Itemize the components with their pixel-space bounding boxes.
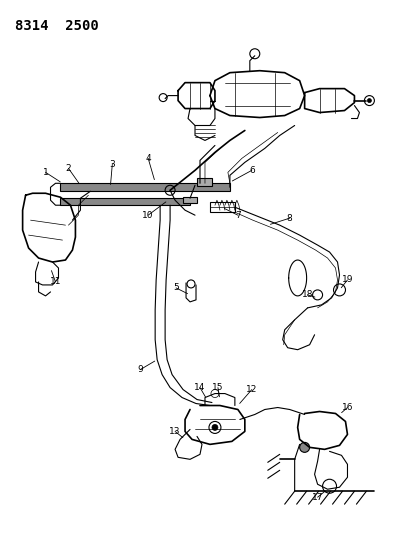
Text: 6: 6 [249,166,255,175]
Text: 17: 17 [312,492,323,502]
Text: 4: 4 [145,154,151,163]
Text: 5: 5 [173,284,179,293]
Text: 18: 18 [302,290,313,300]
Text: 16: 16 [342,403,353,412]
Circle shape [212,424,218,431]
Text: 12: 12 [246,385,258,394]
Bar [183,197,197,203]
Bar [210,202,235,212]
Text: 1: 1 [43,168,49,177]
Text: 19: 19 [342,276,353,285]
Text: 3: 3 [109,160,115,169]
Bar [60,183,230,191]
Text: 9: 9 [137,365,143,374]
Text: 8: 8 [287,214,293,223]
Bar [197,179,212,186]
Text: 14: 14 [194,383,206,392]
Text: 2: 2 [66,164,71,173]
Circle shape [367,99,371,102]
Text: 7: 7 [235,211,241,220]
Text: 15: 15 [212,383,224,392]
Text: 13: 13 [169,427,181,436]
Text: 8314  2500: 8314 2500 [15,19,98,33]
Bar [60,198,190,205]
Text: 11: 11 [50,278,61,286]
Circle shape [300,442,310,453]
Text: 10: 10 [142,211,154,220]
